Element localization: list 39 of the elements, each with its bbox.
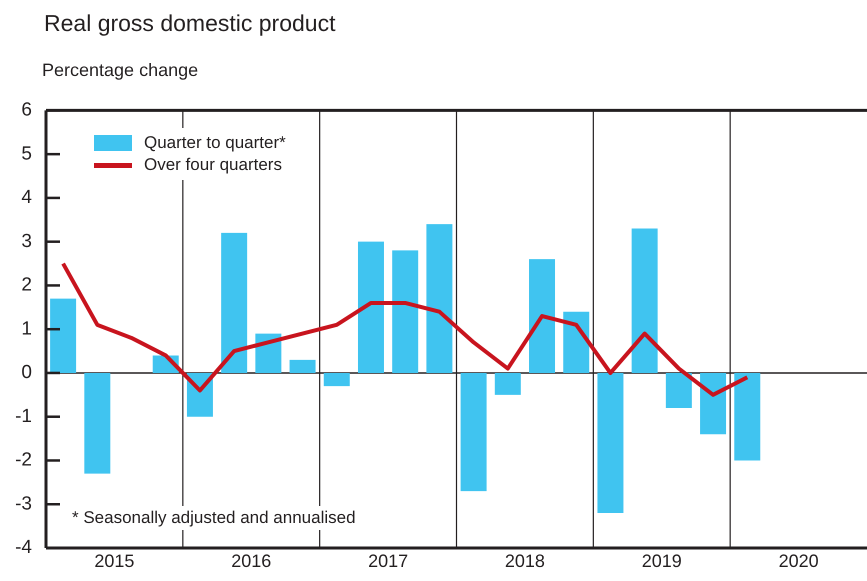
- y-tick-label: -2: [15, 450, 32, 471]
- bar: [358, 242, 384, 373]
- bar: [290, 360, 316, 373]
- bar: [50, 298, 76, 373]
- bar: [84, 372, 110, 474]
- y-axis-title: Percentage change: [42, 60, 198, 81]
- bar: [734, 372, 760, 460]
- y-tick-label: -1: [15, 406, 32, 427]
- bar: [529, 259, 556, 373]
- x-tick-label: 2015: [94, 550, 134, 571]
- y-tick-label: 0: [21, 362, 32, 384]
- legend-label: Over four quarters: [144, 154, 282, 176]
- legend-label: Quarter to quarter*: [144, 132, 286, 154]
- bar: [666, 372, 692, 408]
- bar: [494, 372, 521, 395]
- x-tick-label: 2018: [504, 550, 545, 571]
- x-tick-label: 2016: [231, 550, 272, 571]
- bar: [221, 232, 248, 373]
- bar: [392, 250, 418, 373]
- y-tick-label: 5: [21, 143, 32, 164]
- bar: [426, 224, 452, 373]
- chart-title: Real gross domestic product: [44, 10, 336, 37]
- bar: [597, 372, 624, 513]
- x-tick-label: 2017: [368, 550, 408, 571]
- y-tick-label: 4: [21, 187, 32, 208]
- x-tick-label: 2020: [778, 550, 819, 571]
- bar: [460, 372, 487, 492]
- bar: [324, 372, 350, 386]
- bar: [632, 228, 658, 373]
- bar: [563, 312, 590, 373]
- y-tick-label: 3: [21, 230, 32, 252]
- y-tick-label: 1: [21, 318, 32, 340]
- annotation: * Seasonally adjusted and annualised: [66, 506, 362, 530]
- y-tick-label: -3: [15, 493, 32, 514]
- x-tick-label: 2019: [642, 550, 682, 571]
- bar: [700, 372, 726, 434]
- y-tick-label: 6: [21, 100, 32, 121]
- y-tick-label: -4: [15, 537, 32, 558]
- y-tick-label: 2: [21, 274, 32, 296]
